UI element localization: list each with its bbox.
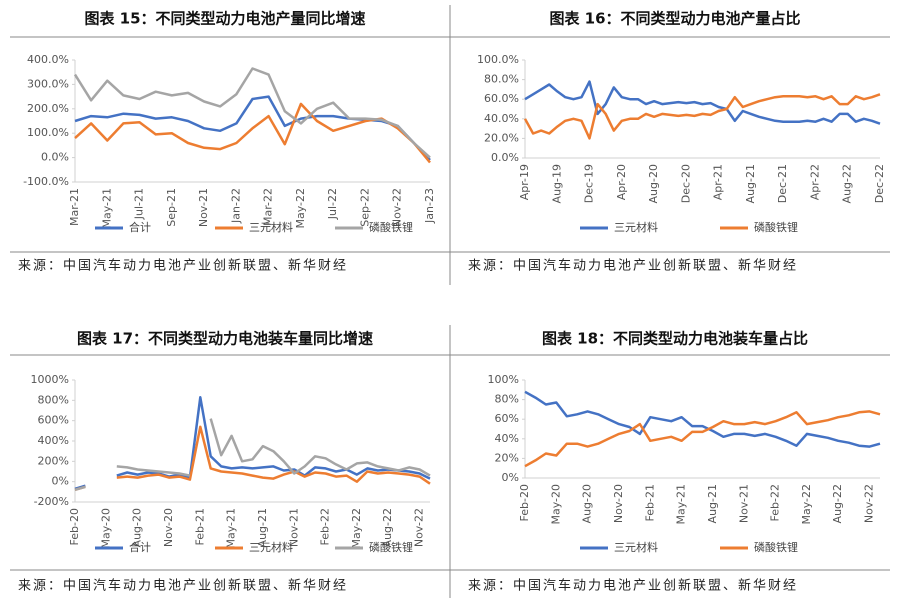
- x-tick-label: May-22: [294, 188, 307, 229]
- legend-label: 三元材料: [614, 540, 658, 554]
- y-tick-label: 0%: [502, 471, 519, 484]
- x-tick-label: Feb-22: [769, 484, 782, 521]
- x-tick-label: Aug-21: [706, 484, 719, 523]
- x-tick-label: May-21: [225, 508, 238, 549]
- x-tick-label: Apr-21: [712, 164, 725, 200]
- chart-title: 图表 15：不同类型动力电池产量同比增速: [84, 10, 365, 28]
- legend-label: 合计: [129, 220, 151, 234]
- y-tick-label: 0.0%: [41, 151, 69, 164]
- x-tick-label: Aug-20: [131, 508, 144, 547]
- legend-label: 三元材料: [249, 540, 293, 554]
- x-tick-label: Feb-20: [518, 484, 531, 521]
- x-tick-label: Dec-20: [679, 164, 692, 203]
- x-tick-label: May-21: [100, 188, 113, 229]
- legend-label: 三元材料: [614, 220, 658, 234]
- y-tick-label: 40%: [495, 432, 519, 445]
- x-tick-label: Apr-19: [518, 164, 531, 200]
- y-tick-label: 100%: [488, 373, 519, 386]
- x-tick-label: May-20: [549, 484, 562, 525]
- x-tick-label: Aug-22: [841, 164, 854, 203]
- x-tick-label: Apr-22: [808, 164, 821, 200]
- source: 来源：中国汽车动力电池产业创新联盟、新华财经: [18, 578, 348, 594]
- x-tick-label: Nov-20: [612, 484, 625, 523]
- y-tick-label: -100.0%: [23, 175, 69, 188]
- x-tick-label: Mar-22: [262, 188, 275, 226]
- series-line: [74, 102, 431, 164]
- x-tick-label: Nov-22: [391, 188, 404, 227]
- x-tick-label: Aug-22: [381, 508, 394, 547]
- y-tick-label: 20.0%: [484, 131, 519, 144]
- x-tick-label: Aug-20: [581, 484, 594, 523]
- x-tick-label: May-21: [675, 484, 688, 525]
- x-tick-label: Nov-22: [863, 484, 876, 523]
- y-tick-label: 60.0%: [484, 92, 519, 105]
- legend-label: 合计: [129, 540, 151, 554]
- series-line: [524, 390, 881, 448]
- y-tick-label: 200.0%: [27, 102, 69, 115]
- x-tick-label: Nov-21: [287, 508, 300, 547]
- legend-label: 三元材料: [249, 220, 293, 234]
- x-tick-label: Mar-21: [68, 188, 81, 226]
- x-tick-label: Aug-20: [647, 164, 660, 203]
- y-tick-label: 800%: [38, 393, 69, 406]
- x-tick-label: Feb-22: [319, 508, 332, 545]
- legend-label: 磷酸铁锂: [369, 220, 413, 234]
- source: 来源：中国汽车动力电池产业创新联盟、新华财经: [18, 258, 348, 274]
- source: 来源：中国汽车动力电池产业创新联盟、新华财经: [468, 578, 798, 594]
- source: 来源：中国汽车动力电池产业创新联盟、新华财经: [468, 258, 798, 274]
- x-tick-label: Jan-23: [423, 188, 436, 224]
- y-tick-label: 300.0%: [27, 77, 69, 90]
- y-tick-label: 1000%: [31, 373, 69, 386]
- y-tick-label: 80.0%: [484, 73, 519, 86]
- x-tick-label: Feb-20: [68, 508, 81, 545]
- series-line: [523, 93, 881, 140]
- x-tick-label: Jul-21: [133, 188, 146, 220]
- x-tick-label: Feb-21: [193, 508, 206, 545]
- x-tick-label: Nov-21: [737, 484, 750, 523]
- series-line: [74, 418, 431, 492]
- y-tick-label: -200%: [34, 495, 69, 508]
- x-tick-label: Dec-21: [776, 164, 789, 203]
- legend-label: 磷酸铁锂: [754, 540, 798, 554]
- x-tick-label: Feb-21: [643, 484, 656, 521]
- y-tick-label: 60%: [495, 412, 519, 425]
- x-tick-label: Nov-22: [413, 508, 426, 547]
- chart-title: 图表 18：不同类型动力电池装车量占比: [542, 330, 808, 348]
- x-tick-label: Aug-22: [831, 484, 844, 523]
- y-tick-label: 40.0%: [484, 112, 519, 125]
- x-tick-label: Aug-19: [550, 164, 563, 203]
- x-tick-label: Nov-20: [162, 508, 175, 547]
- y-tick-label: 400%: [38, 434, 69, 447]
- y-tick-label: 0%: [52, 475, 69, 488]
- x-tick-label: Jan-22: [229, 188, 242, 224]
- chart-title: 图表 17：不同类型动力电池装车量同比增速: [77, 330, 373, 348]
- y-tick-label: 100.0%: [477, 53, 519, 66]
- y-tick-label: 400.0%: [27, 53, 69, 66]
- x-tick-label: May-22: [800, 484, 813, 525]
- x-tick-label: Sep-22: [358, 188, 371, 227]
- x-tick-label: Dec-19: [583, 164, 596, 203]
- chart-title: 图表 16：不同类型动力电池产量占比: [549, 10, 800, 28]
- x-tick-label: May-20: [99, 508, 112, 549]
- y-tick-label: 200%: [38, 454, 69, 467]
- y-tick-label: 0.0%: [491, 151, 519, 164]
- x-tick-label: Apr-20: [615, 164, 628, 200]
- y-tick-label: 100.0%: [27, 126, 69, 139]
- y-tick-label: 20%: [495, 451, 519, 464]
- x-tick-label: May-22: [350, 508, 363, 549]
- x-tick-label: Nov-21: [197, 188, 210, 227]
- series-line: [524, 80, 881, 125]
- legend-label: 磷酸铁锂: [369, 540, 413, 554]
- legend-label: 磷酸铁锂: [754, 220, 798, 234]
- x-tick-label: Jul-22: [326, 188, 339, 220]
- x-tick-label: Dec-22: [873, 164, 886, 203]
- x-tick-label: Sep-21: [165, 188, 178, 227]
- y-tick-label: 600%: [38, 414, 69, 427]
- series-line: [524, 410, 881, 468]
- series-line: [73, 67, 431, 159]
- x-tick-label: Aug-21: [744, 164, 757, 203]
- x-tick-label: Aug-21: [256, 508, 269, 547]
- y-tick-label: 80%: [495, 393, 519, 406]
